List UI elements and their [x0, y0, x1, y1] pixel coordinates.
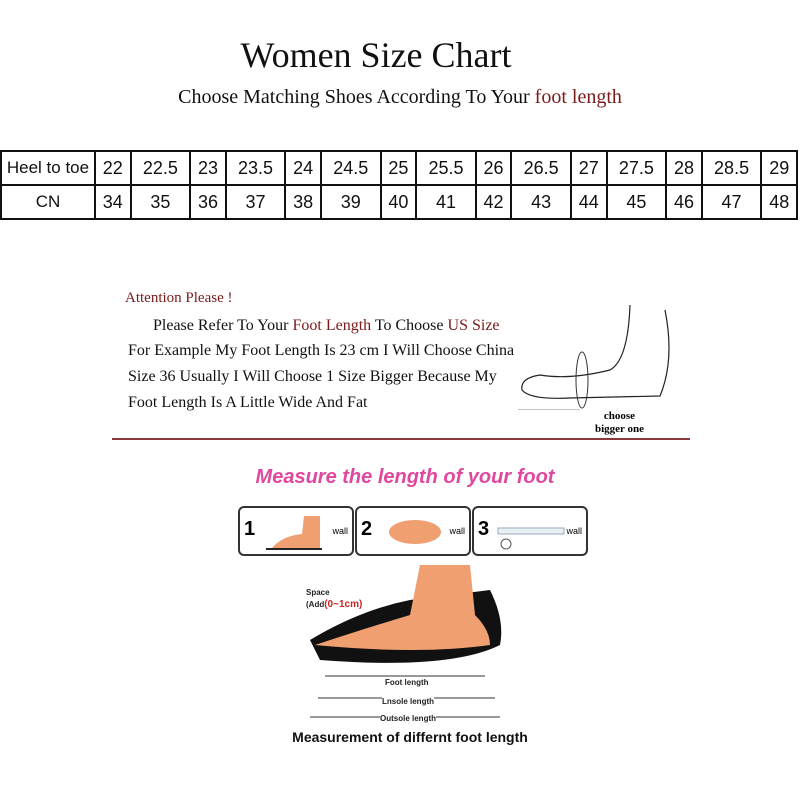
table-cell: 26.5 — [510, 150, 573, 186]
size-table: Heel to toe 22 22.5 23 23.5 24 24.5 25 25.5 26 26.… — [0, 150, 798, 220]
subtitle-text: Choose Matching Shoes According To Your — [178, 86, 535, 108]
subtitle: Choose Matching Shoes According To Your … — [0, 86, 800, 109]
text: To Choose — [371, 317, 448, 334]
measure-caption: Measurement of differnt foot length — [292, 729, 528, 745]
step-3: 3 wall — [472, 506, 588, 556]
foot-sketch-icon — [518, 304, 670, 410]
attention-line-3: Size 36 Usually I Will Choose 1 Size Big… — [128, 368, 497, 385]
table-cell: 25.5 — [415, 150, 477, 186]
table-cell: 25 — [379, 150, 418, 186]
table-cell: 43 — [510, 184, 573, 220]
attention-line-4: Foot Length Is A Little Wide And Fat — [128, 394, 368, 411]
attention-heading: Attention Please ! — [125, 290, 233, 306]
insole-length-label: Lnsole length — [382, 697, 434, 706]
table-cell: 22 — [94, 150, 132, 186]
table-cell: 29 — [760, 150, 798, 186]
table-cell: 23 — [189, 150, 227, 186]
text: bigger one — [595, 423, 644, 435]
step-number: 3 — [478, 518, 490, 540]
outsole-length-label: Outsole length — [380, 714, 436, 723]
table-cell: 23.5 — [224, 150, 287, 186]
table-cell: 35 — [129, 184, 192, 220]
table-cell: 39 — [319, 184, 382, 220]
table-cell: 28 — [665, 150, 703, 186]
wall-label: wall — [332, 526, 348, 536]
table-cell: 42 — [474, 184, 513, 220]
wall-label: wall — [449, 526, 465, 536]
table-cell: 28.5 — [700, 150, 763, 186]
table-cell: 24 — [284, 150, 322, 186]
text: (0~1cm) — [324, 599, 363, 610]
table-cell: 26 — [474, 150, 513, 186]
step-2: 2 wall — [355, 506, 471, 556]
table-cell: 41 — [415, 184, 477, 220]
table-cell: 36 — [189, 184, 227, 220]
table-cell: 48 — [760, 184, 798, 220]
text: choose — [603, 410, 636, 422]
foot-length-label: Foot length — [385, 678, 429, 687]
table-cell: 24.5 — [319, 150, 382, 186]
row-label: Heel to toe — [0, 150, 96, 186]
text-highlight: US Size — [447, 317, 500, 334]
attention-line-2: For Example My Foot Length Is 23 cm I Wi… — [128, 342, 515, 359]
step-1: 1 wall — [238, 506, 354, 556]
table-cell: 38 — [284, 184, 322, 220]
add-label: (Add(0~1cm) — [306, 599, 362, 610]
foot-note: choose bigger one — [595, 410, 644, 436]
table-cell: 45 — [605, 184, 668, 220]
table-cell: 44 — [570, 184, 608, 220]
table-cell: 46 — [665, 184, 703, 220]
foot-top-icon — [389, 520, 441, 544]
table-cell: 40 — [379, 184, 418, 220]
text: Please Refer To Your — [153, 317, 293, 334]
divider — [112, 438, 690, 440]
table-cell: 37 — [224, 184, 287, 220]
space-label: Space — [306, 588, 330, 597]
attention-line-1: Please Refer To Your Foot Length To Choo… — [153, 317, 500, 335]
foot-side-icon — [266, 516, 322, 550]
shoe-diagram-icon — [310, 565, 502, 718]
step-number: 1 — [244, 518, 256, 540]
table-row-cn: CN 34 35 36 37 38 39 40 41 42 43 44 45 46 47 48 — [0, 184, 798, 220]
table-cell: 27.5 — [605, 150, 668, 186]
table-cell: 47 — [700, 184, 763, 220]
step-number: 2 — [361, 518, 373, 540]
wall-label: wall — [566, 526, 582, 536]
page-title: Women Size Chart — [240, 35, 512, 75]
measure-title: Measure the length of your foot — [255, 466, 555, 488]
row-label: CN — [0, 184, 96, 220]
subtitle-highlight: foot length — [534, 86, 622, 108]
table-row-heel-to-toe: Heel to toe 22 22.5 23 23.5 24 24.5 25 25.5 26 26.… — [0, 150, 798, 186]
ruler-icon — [497, 527, 565, 550]
table-cell: 22.5 — [129, 150, 192, 186]
table-cell: 27 — [570, 150, 608, 186]
table-cell: 34 — [94, 184, 132, 220]
text-highlight: Foot Length — [292, 317, 372, 334]
text: (Add — [306, 600, 325, 609]
